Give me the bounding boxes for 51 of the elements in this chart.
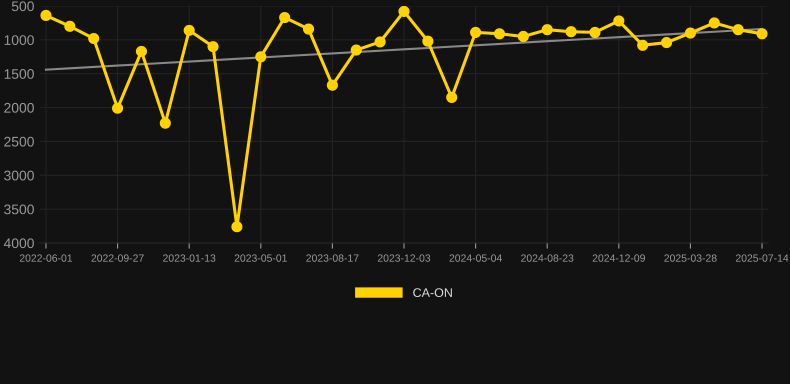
point: [684, 28, 696, 39]
y-tick-label: 3500: [4, 204, 34, 214]
point: [374, 36, 386, 48]
point: [255, 51, 266, 62]
point: [494, 28, 506, 40]
point: [518, 30, 529, 42]
x-tick-label: 2023-01-13: [163, 254, 216, 262]
x-tick-label: 2024-05-04: [449, 254, 502, 262]
y-tick-label: 4000: [4, 238, 34, 248]
y-tick-label: 1500: [4, 69, 34, 79]
point: [112, 102, 124, 114]
point: [566, 26, 577, 38]
point: [279, 12, 290, 24]
point: [708, 17, 720, 28]
point: [732, 24, 744, 36]
point: [160, 118, 171, 129]
x-tick-label: 2025-03-28: [664, 254, 717, 262]
point: [613, 15, 624, 26]
point: [446, 92, 458, 103]
x-tick-label: 2023-08-17: [306, 254, 359, 262]
y-tick-label: 2500: [4, 136, 34, 147]
y-tick-label: 2000: [4, 102, 34, 113]
point: [661, 37, 672, 48]
point: [422, 36, 434, 47]
y-tick-label: 3000: [4, 170, 34, 180]
legend-label: CA-ON: [413, 288, 452, 298]
point: [302, 23, 314, 35]
point: [64, 20, 76, 32]
x-tick-label: 2023-05-01: [234, 254, 287, 262]
point: [40, 10, 52, 22]
point: [184, 24, 195, 36]
x-tick-label: 2022-06-01: [20, 254, 72, 262]
x-tick-label: 2023-12-03: [378, 254, 430, 262]
y-tick-label: 500: [12, 1, 34, 12]
point: [136, 46, 147, 57]
point: [756, 28, 768, 40]
point: [207, 41, 219, 52]
point: [231, 221, 242, 232]
point: [589, 26, 601, 38]
point: [326, 80, 338, 91]
point: [542, 24, 553, 36]
x-tick-label: 2024-08-23: [521, 254, 574, 262]
x-tick-label: 2022-09-27: [91, 254, 144, 262]
y-tick-label: 1000: [4, 35, 34, 46]
point: [398, 6, 410, 17]
point: [470, 26, 482, 38]
x-tick-label: 2024-12-09: [592, 254, 645, 262]
point: [88, 32, 100, 44]
x-tick-label: 2025-07-14: [736, 254, 788, 262]
point: [637, 40, 648, 51]
point: [350, 44, 362, 56]
